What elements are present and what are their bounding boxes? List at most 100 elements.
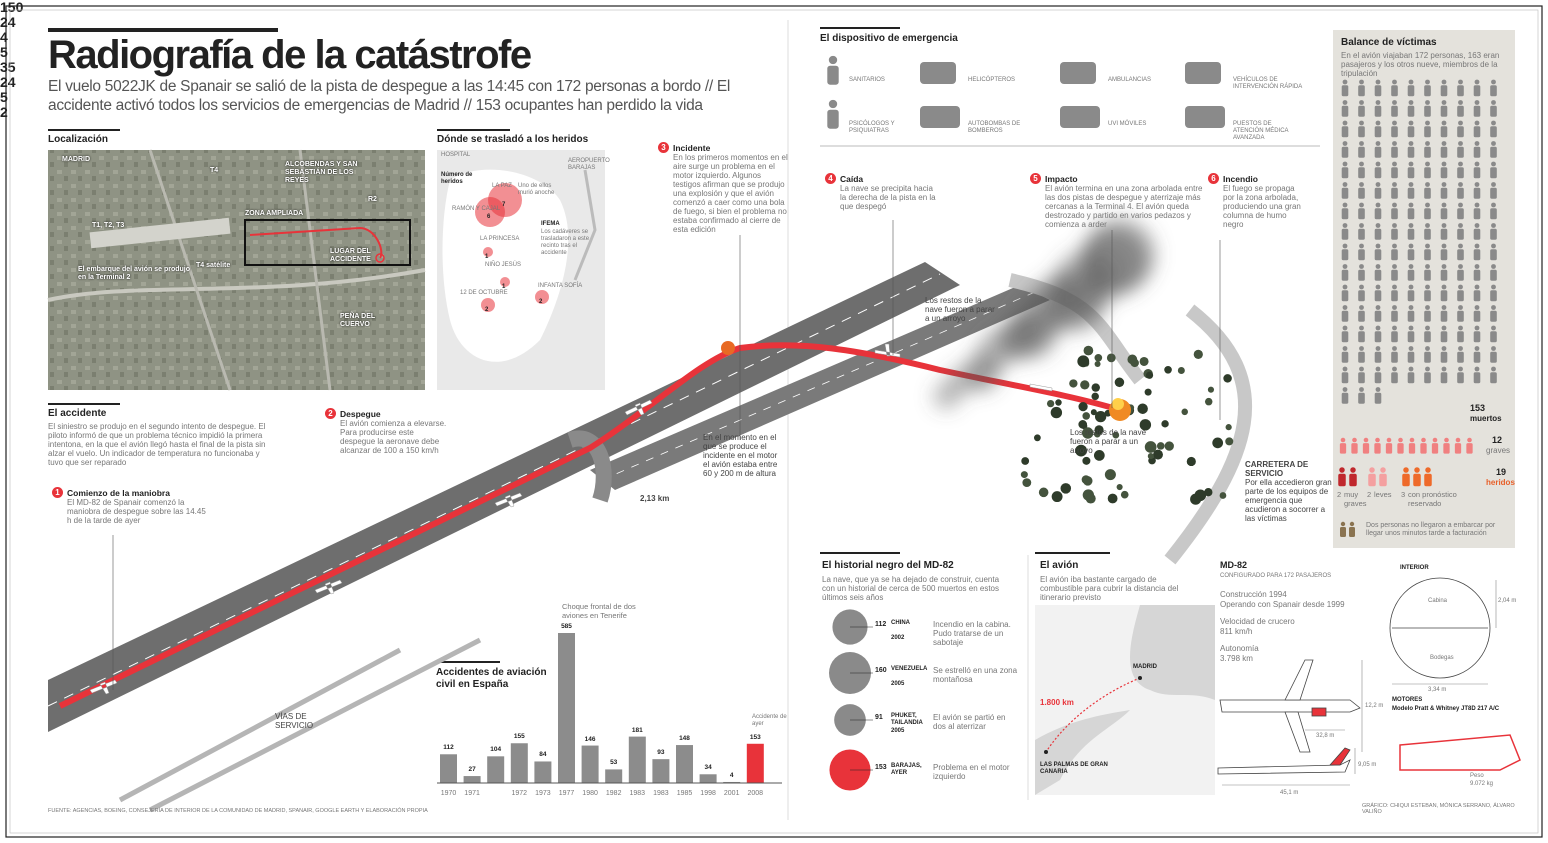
person-body <box>1490 269 1497 281</box>
vehicle-icon <box>1060 106 1100 128</box>
tree <box>1212 437 1224 449</box>
scene-label: En el momento en el que se produce el in… <box>703 433 778 478</box>
person-head <box>1408 284 1414 290</box>
person-head <box>828 55 838 65</box>
map-label: LAS PALMAS DE GRAN CANARIA <box>1040 762 1108 775</box>
person-body <box>1358 249 1365 261</box>
count-label: muertos <box>1470 414 1502 423</box>
tree <box>1091 392 1099 401</box>
step-number: 1 <box>52 487 63 498</box>
person-body <box>1358 126 1365 138</box>
icon-group <box>1338 467 1357 487</box>
person-head <box>1409 437 1415 443</box>
person-body <box>1424 228 1431 240</box>
deaths: 112 <box>875 621 887 628</box>
person-head <box>1359 182 1364 187</box>
person-head <box>1441 305 1447 310</box>
person-head <box>1458 182 1463 187</box>
person-body <box>1374 392 1382 404</box>
person-head <box>1474 223 1480 228</box>
satellite-map <box>48 150 425 390</box>
count-label: con pronóstico reservado <box>1408 490 1457 508</box>
tree <box>1051 491 1063 503</box>
dimension: 32,8 m <box>1316 733 1335 739</box>
person-head <box>1375 366 1381 372</box>
tree <box>1104 469 1116 481</box>
person-body <box>1341 351 1349 363</box>
person-body <box>1397 443 1404 454</box>
tree <box>1050 406 1063 419</box>
person-body <box>1391 228 1398 240</box>
person-body <box>1473 126 1481 138</box>
runway <box>590 285 1050 490</box>
interior-label: Cabina <box>1428 598 1448 604</box>
person-head <box>1491 79 1496 85</box>
person-body <box>1358 290 1365 302</box>
person-body <box>1391 146 1398 158</box>
person-head <box>1441 202 1447 208</box>
person-head <box>1392 100 1397 105</box>
person-body <box>1490 146 1497 158</box>
person-body <box>1391 290 1398 302</box>
person-body <box>1374 310 1382 322</box>
person-body <box>1457 208 1464 220</box>
person-body <box>1358 351 1365 363</box>
person-head <box>1359 243 1364 249</box>
person-body <box>1440 228 1448 240</box>
deaths: 91 <box>875 714 883 721</box>
person-body <box>1407 310 1415 322</box>
person-body <box>1424 372 1431 384</box>
person-head <box>1340 437 1346 443</box>
map-label: IFEMA <box>541 221 560 227</box>
person-head <box>1375 346 1381 351</box>
taxiway <box>567 430 612 503</box>
person-body <box>1374 331 1382 343</box>
person-body <box>1407 105 1415 117</box>
person-body <box>1341 208 1349 220</box>
person-body <box>1407 269 1415 281</box>
tree <box>1106 353 1116 363</box>
title-rule <box>48 28 278 32</box>
count-label: AUTOBOMBAS DE BOMBEROS <box>968 121 1021 134</box>
person-head <box>1458 264 1463 269</box>
x-tick-label: 2001 <box>723 790 740 797</box>
tree <box>1223 374 1232 383</box>
person-body <box>1440 187 1448 199</box>
person-head <box>1342 305 1348 310</box>
person-body <box>1391 208 1398 220</box>
person-body <box>1457 310 1464 322</box>
person-body <box>1374 249 1382 261</box>
tree <box>1190 493 1202 505</box>
person-head <box>1359 366 1364 372</box>
hospital-name: LA PRINCESA <box>480 236 520 242</box>
tree <box>1033 434 1041 442</box>
person-head <box>1342 141 1348 146</box>
person-head <box>1403 467 1409 473</box>
person-body <box>1407 187 1415 199</box>
person-head <box>1386 437 1392 443</box>
person-head <box>1340 521 1346 527</box>
person-body <box>1368 473 1376 487</box>
tree <box>1127 354 1138 365</box>
deaths: 160 <box>875 667 887 674</box>
person-head <box>1359 264 1364 269</box>
map-label: Los cadáveres se trasladaron a este reci… <box>541 229 590 256</box>
person-body <box>1443 443 1450 454</box>
tree <box>1077 355 1090 368</box>
x-tick-label: 2008 <box>747 790 764 797</box>
spec: CONFIGURADO PARA 172 PASAJEROS <box>1220 573 1332 579</box>
person-head <box>1342 264 1348 269</box>
person-head <box>1369 467 1375 473</box>
person-head <box>1392 202 1397 208</box>
person-body <box>1358 372 1365 384</box>
step-number: 4 <box>825 173 836 184</box>
person-head <box>1342 100 1348 105</box>
tree <box>1139 419 1152 431</box>
route-line <box>1045 677 1141 753</box>
person-body <box>1341 392 1349 404</box>
person-head <box>1491 182 1496 187</box>
person-body <box>1490 126 1497 138</box>
person-body <box>1457 372 1464 384</box>
person-body <box>1440 331 1448 343</box>
